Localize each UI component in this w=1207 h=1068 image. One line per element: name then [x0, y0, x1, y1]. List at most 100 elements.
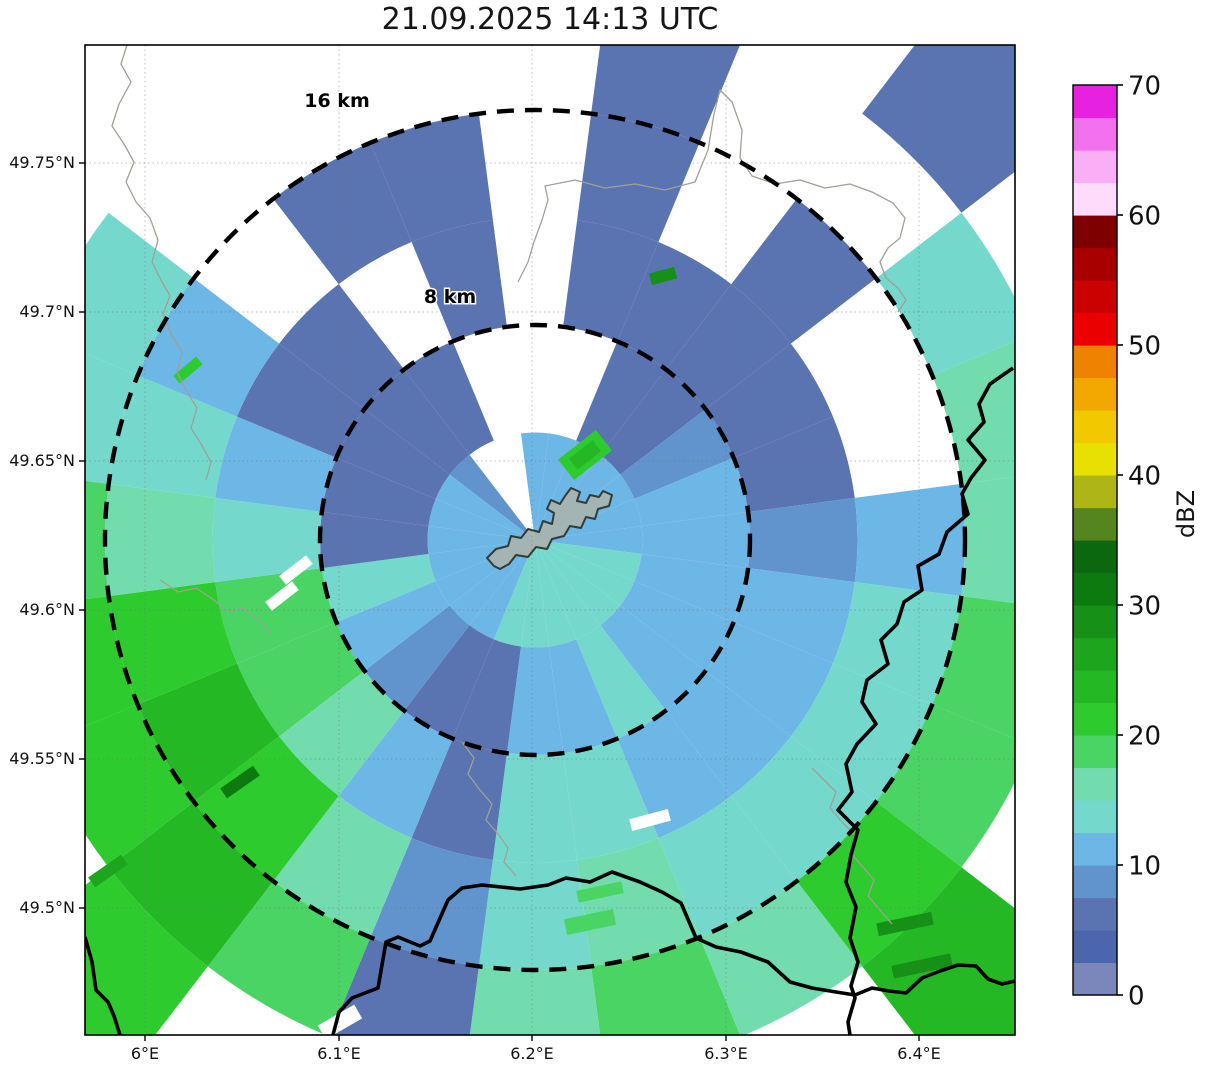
- radar-cell: [411, 220, 507, 342]
- radar-cell: [85, 867, 208, 1035]
- colorbar-band: [1073, 247, 1117, 281]
- radar-cell: [449, 540, 535, 626]
- radar-cell: [85, 353, 138, 484]
- colorbar-tick-label: 30: [1128, 591, 1161, 621]
- radar-cell: [576, 625, 666, 739]
- radar-cell: [876, 704, 1015, 868]
- x-tick-label: 6.4°E: [897, 1044, 941, 1063]
- radar-cell: [364, 369, 470, 475]
- country-border-line: [85, 936, 122, 1035]
- radar-cell: [336, 409, 450, 499]
- colorbar-band: [1073, 540, 1117, 574]
- radar-cell: [535, 540, 642, 582]
- radar-cell: [733, 568, 855, 664]
- radar-cell: [137, 663, 280, 802]
- y-tick-label: 49.7°N: [19, 302, 75, 321]
- radar-cell: [796, 801, 962, 967]
- colorbar-band: [1073, 767, 1117, 801]
- radar-cell: [370, 837, 493, 967]
- radar-cell: [600, 605, 706, 711]
- colorbar-tick-label: 0: [1128, 981, 1145, 1011]
- radar-cell: [658, 795, 797, 938]
- colorbar-band: [1073, 312, 1117, 346]
- radar-cell: [932, 341, 1015, 484]
- colorbar-band: [1073, 182, 1117, 216]
- radar-spot: [648, 266, 678, 286]
- radar-cell: [577, 113, 700, 243]
- radar-cell: [876, 212, 1015, 376]
- radar-cell: [535, 540, 577, 647]
- radar-cell: [563, 220, 659, 342]
- range-ring-8km: [317, 322, 753, 758]
- radar-cell: [665, 670, 791, 796]
- colorbar-tick-label: 20: [1128, 721, 1161, 751]
- radar-cell: [452, 639, 521, 754]
- radar-cell: [506, 646, 564, 755]
- colorbar-band: [1073, 572, 1117, 606]
- colorbar-band: [1073, 280, 1117, 314]
- map-area: 8 km 16 km: [85, 45, 1015, 1035]
- radar-cell: [617, 710, 732, 838]
- radar-cell: [862, 45, 1015, 213]
- colorbar-band: [1073, 410, 1117, 444]
- radar-spot: [563, 908, 617, 936]
- colorbar-tick-label: 70: [1128, 71, 1161, 101]
- colorbar-band: [1073, 865, 1117, 899]
- radar-cell: [321, 457, 436, 526]
- radar-cell: [137, 278, 280, 417]
- radar-cell: [591, 45, 741, 143]
- river-line: [517, 89, 907, 313]
- radar-cell: [620, 581, 734, 671]
- radar-cell: [932, 596, 1015, 739]
- colorbar-axis-label: dBZ: [1172, 489, 1200, 539]
- radar-spot: [576, 881, 624, 903]
- axes-frame: [84, 44, 1016, 1036]
- nodata-gap: [984, 837, 1015, 859]
- radar-cell: [193, 736, 339, 882]
- country-border-line: [331, 870, 1015, 1035]
- colorbar-band: [1073, 735, 1117, 769]
- colorbar-band: [1073, 800, 1117, 834]
- radar-cell: [108, 582, 238, 705]
- radar-cell: [435, 474, 535, 540]
- radar-spot: [88, 854, 128, 888]
- radar-cell: [620, 409, 734, 499]
- colorbar-band: [1073, 117, 1117, 151]
- radar-cell: [212, 497, 322, 583]
- radar-cell: [370, 113, 493, 243]
- radar-cell: [731, 198, 877, 344]
- y-tick-label: 49.55°N: [9, 749, 75, 768]
- x-tick-label: 6.1°E: [317, 1044, 361, 1063]
- radar-cell: [364, 605, 470, 711]
- radar-cell: [428, 498, 535, 540]
- radar-cell: [576, 341, 666, 455]
- colorbar-band: [1073, 670, 1117, 704]
- radar-cell: [215, 568, 337, 664]
- radar-cell: [600, 369, 706, 475]
- radar-spot: [876, 911, 934, 937]
- colorbar-band: [1073, 637, 1117, 671]
- colorbar-band: [1073, 507, 1117, 541]
- radar-cell: [449, 454, 535, 540]
- colorbar-band: [1073, 475, 1117, 509]
- nodata-gap: [265, 581, 299, 611]
- y-tick-label: 49.65°N: [9, 451, 75, 470]
- colorbar-band: [1073, 605, 1117, 639]
- radar-cell: [535, 540, 601, 640]
- y-tick-label: 49.5°N: [19, 898, 75, 917]
- y-tick-label: 49.6°N: [19, 600, 75, 619]
- radar-cell: [577, 837, 700, 967]
- colorbar-band: [1073, 85, 1117, 119]
- radar-cell: [411, 738, 507, 860]
- radar-cell: [535, 525, 643, 555]
- river-line: [111, 45, 212, 481]
- radar-cell: [85, 704, 194, 868]
- x-tick-label: 6.3°E: [704, 1044, 748, 1063]
- graticule: [85, 45, 1015, 1035]
- river-line: [159, 579, 271, 635]
- radar-cell: [404, 625, 494, 739]
- radar-cell: [617, 242, 732, 370]
- radar-spot: [891, 953, 953, 979]
